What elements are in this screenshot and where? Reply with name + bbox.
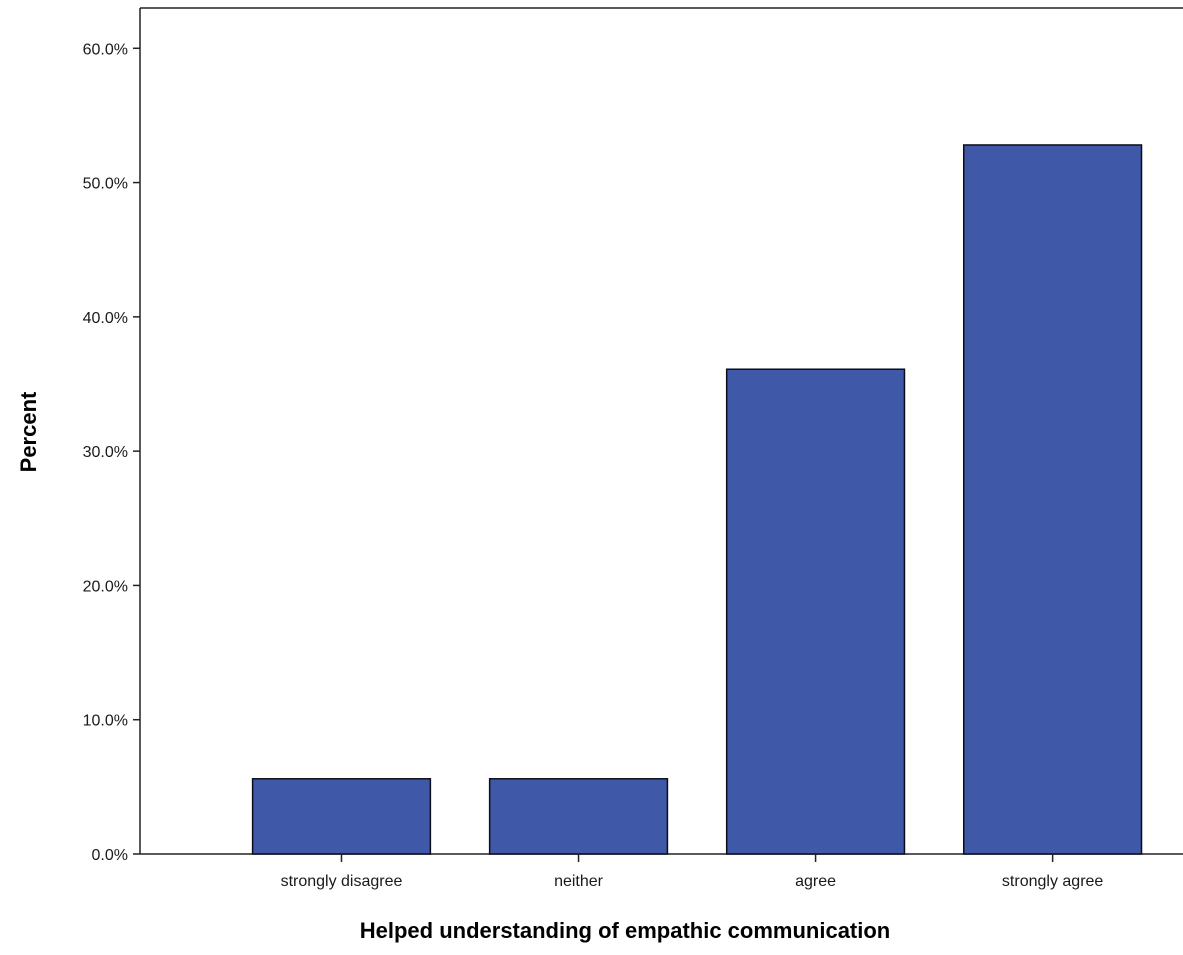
x-axis-title: Helped understanding of empathic communi… [360, 918, 891, 943]
y-tick-label: 50.0% [83, 176, 128, 193]
x-tick-label: neither [554, 873, 604, 890]
x-tick-label: strongly disagree [281, 873, 403, 890]
y-tick-label: 0.0% [92, 847, 128, 864]
y-tick-label: 60.0% [83, 41, 128, 58]
bar-agree [727, 369, 905, 854]
y-axis-ticks: 0.0% 10.0% 20.0% 30.0% 40.0% 50.0% 60.0% [83, 41, 140, 864]
y-tick-label: 10.0% [83, 713, 128, 730]
x-tick-label: agree [795, 873, 836, 890]
bar-neither [490, 779, 668, 854]
bar-strongly-agree [964, 145, 1142, 854]
y-tick-label: 20.0% [83, 578, 128, 595]
bar-strongly-disagree [253, 779, 431, 854]
y-tick-label: 30.0% [83, 444, 128, 461]
x-axis-ticks: strongly disagree neither agree strongly ag… [281, 854, 1104, 890]
y-axis-title: Percent [16, 391, 41, 472]
bars-group [253, 145, 1142, 854]
y-tick-label: 40.0% [83, 310, 128, 327]
x-tick-label: strongly agree [1002, 873, 1103, 890]
